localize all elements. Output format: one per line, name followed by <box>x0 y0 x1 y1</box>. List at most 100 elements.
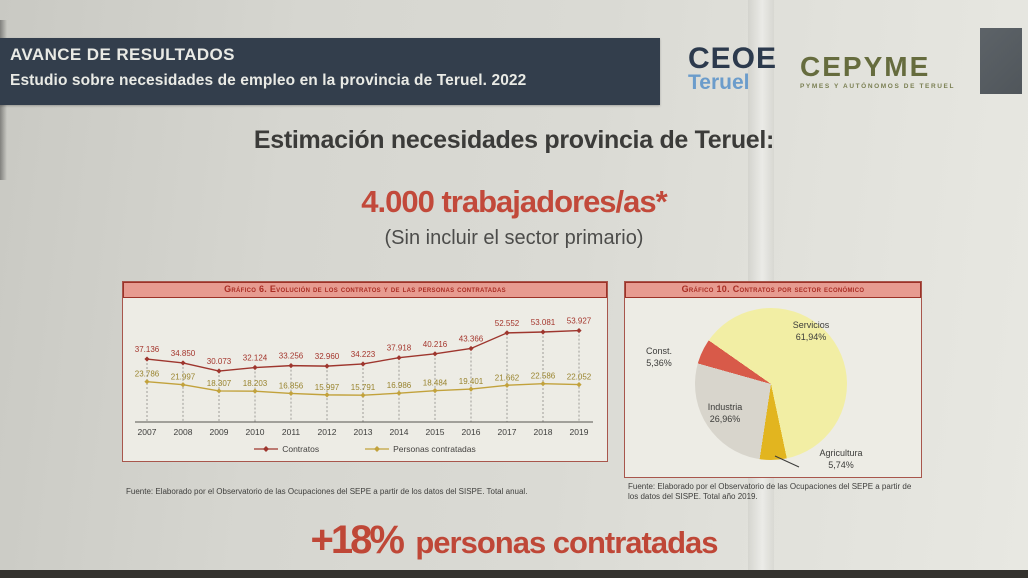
data-label: 33.256 <box>279 352 304 361</box>
x-tick-label: 2019 <box>570 427 589 437</box>
data-point <box>576 327 582 334</box>
x-tick-label: 2009 <box>210 427 229 437</box>
line-chart-source: Fuente: Elaborado por el Observatorio de… <box>126 487 528 496</box>
data-label: 53.927 <box>567 317 592 326</box>
legend-item: Personas contratadas <box>365 444 476 454</box>
data-label: 53.081 <box>531 318 556 327</box>
data-label: 18.484 <box>423 379 448 388</box>
line-chart-title: Gráfico 6. Evolución de los contratos y … <box>123 282 607 298</box>
data-point <box>504 330 510 336</box>
headline-block: Estimación necesidades provincia de Teru… <box>0 126 1028 250</box>
data-point <box>504 382 510 388</box>
footer-highlight: +18% personas contratadas <box>0 518 1028 563</box>
pie-slice-label: Agricultura 5,74% <box>819 448 863 470</box>
data-label: 16.986 <box>387 381 412 390</box>
legend-item: Contratos <box>254 444 319 454</box>
data-label: 37.918 <box>387 344 412 353</box>
data-point <box>432 388 438 394</box>
data-label: 21.662 <box>495 373 520 382</box>
data-point <box>252 364 258 371</box>
data-point <box>288 363 294 369</box>
pie-chart-source: Fuente: Elaborado por el Observatorio de… <box>628 482 912 502</box>
pie-chart-title: Gráfico 10. Contratos por sector económi… <box>625 282 921 298</box>
data-label: 34.850 <box>171 349 196 358</box>
x-tick-label: 2014 <box>390 427 409 437</box>
photo-bottom-edge <box>0 570 1028 578</box>
pie-chart-body: Servicios 61,94% Agricultura 5,74% Industr… <box>625 298 921 478</box>
data-point <box>288 390 294 397</box>
header-title: AVANCE DE RESULTADOS <box>10 45 235 64</box>
data-point <box>468 345 474 352</box>
data-point <box>396 355 402 361</box>
data-label: 15.791 <box>351 383 376 392</box>
data-point <box>144 356 150 362</box>
data-point <box>396 390 402 396</box>
x-tick-label: 2012 <box>318 427 337 437</box>
x-tick-label: 2010 <box>246 427 265 437</box>
data-label: 19.401 <box>459 377 484 386</box>
ceoe-logo-text: CEOE <box>688 42 778 75</box>
data-point <box>216 368 222 374</box>
ceoe-logo: CEOE Teruel <box>688 42 778 94</box>
data-label: 15.997 <box>315 383 340 392</box>
legend-label: Personas contratadas <box>393 444 476 454</box>
data-point <box>360 392 366 398</box>
data-label: 22.052 <box>567 373 592 382</box>
legend-diamond <box>374 446 381 452</box>
data-point <box>540 381 546 387</box>
data-point <box>432 351 438 357</box>
data-point <box>324 363 330 369</box>
data-point <box>360 361 366 367</box>
data-point <box>180 382 186 388</box>
data-point <box>144 379 150 385</box>
data-point <box>540 329 546 335</box>
header-subtitle: Estudio sobre necesidades de empleo en l… <box>10 72 527 89</box>
headline-note: (Sin incluir el sector primario) <box>384 227 644 249</box>
data-label: 52.552 <box>495 319 520 328</box>
legend-diamond <box>263 446 270 452</box>
x-tick-label: 2015 <box>426 427 445 437</box>
x-tick-label: 2008 <box>174 427 193 437</box>
data-point <box>252 388 258 394</box>
pie-slice-label: Servicios 61,94% <box>792 320 830 342</box>
cepyme-logo-text: CEPYME <box>800 51 931 82</box>
data-label: 40.216 <box>423 340 448 349</box>
legend-label: Contratos <box>282 444 320 454</box>
cepyme-logo: CEPYME PYMES Y AUTÓNOMOS DE TERUEL <box>800 53 955 91</box>
footer-highlight-value: +18% <box>310 518 404 562</box>
legend-marker-icon <box>254 446 279 452</box>
cepyme-logo-subtext: PYMES Y AUTÓNOMOS DE TERUEL <box>800 83 956 90</box>
data-label: 32.124 <box>243 354 268 363</box>
line-chart-svg: 2007 2008 2009 2010 2011 2012 2013 2014 2015 2016… <box>135 317 593 437</box>
pie-slice-label: Industria 26,96% <box>707 402 743 424</box>
x-tick-label: 2011 <box>282 427 301 437</box>
data-label: 18.203 <box>243 379 268 388</box>
data-label: 43.366 <box>459 334 484 343</box>
data-label: 21.997 <box>171 373 196 382</box>
x-tick-label: 2017 <box>498 427 517 437</box>
data-label: 22.586 <box>531 372 556 381</box>
data-label: 23.786 <box>135 370 160 379</box>
page-title: Estimación necesidades provincia de Teru… <box>253 126 775 154</box>
data-point <box>468 386 474 392</box>
x-tick-label: 2007 <box>138 427 157 437</box>
data-label: 16.856 <box>279 381 304 390</box>
data-label: 34.223 <box>351 350 376 359</box>
data-label: 37.136 <box>135 345 160 354</box>
pie-slice-label: Const. 5,36% <box>645 346 673 368</box>
x-tick-label: 2016 <box>462 427 481 437</box>
line-chart-legend: Contratos Personas contratadas <box>123 444 607 461</box>
data-label: 30.073 <box>207 357 232 366</box>
data-point <box>324 392 330 398</box>
headline-figure: 4.000 trabajadores/as* <box>361 184 667 219</box>
dark-square-photo-object <box>980 28 1022 94</box>
line-chart-panel: Gráfico 6. Evolución de los contratos y … <box>122 281 608 462</box>
data-point <box>576 382 582 388</box>
legend-marker-icon <box>365 446 390 452</box>
data-point <box>180 360 186 366</box>
x-tick-label: 2018 <box>534 427 553 437</box>
x-tick-label: 2013 <box>354 427 373 437</box>
data-point <box>216 388 222 394</box>
header-bar: AVANCE DE RESULTADOS Estudio sobre neces… <box>0 38 660 105</box>
ceoe-logo-subtext: Teruel <box>688 71 750 94</box>
